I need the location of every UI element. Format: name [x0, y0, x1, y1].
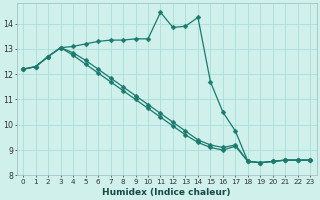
X-axis label: Humidex (Indice chaleur): Humidex (Indice chaleur): [102, 188, 231, 197]
